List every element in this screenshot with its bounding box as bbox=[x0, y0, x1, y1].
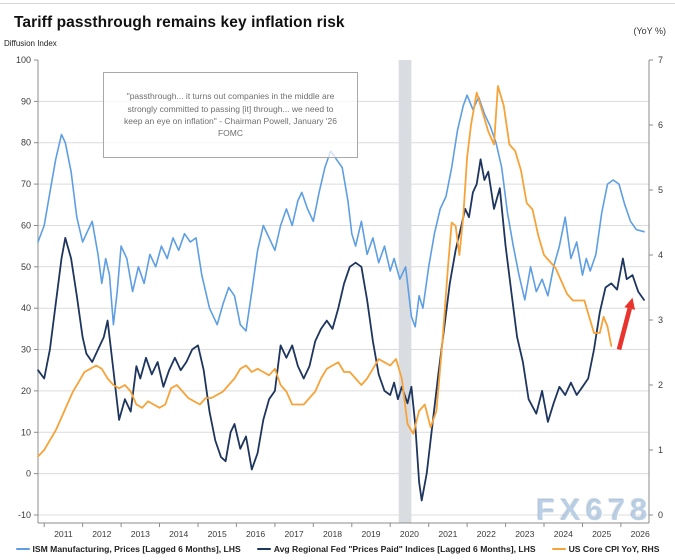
legend-label: Avg Regional Fed "Prices Paid" Indices [… bbox=[273, 544, 536, 554]
legend-label: ISM Manufacturing, Prices [Lagged 6 Mont… bbox=[32, 544, 241, 554]
svg-text:2023: 2023 bbox=[515, 529, 534, 539]
recession-band bbox=[398, 60, 412, 523]
legend-item-1: Avg Regional Fed "Prices Paid" Indices [… bbox=[256, 544, 536, 554]
svg-text:100: 100 bbox=[16, 55, 31, 65]
legend-item-0: ISM Manufacturing, Prices [Lagged 6 Mont… bbox=[15, 544, 241, 554]
x-axis-ticks: 2011 2012 2013 2014 2015 2016 2017 2018 2019 2020… bbox=[43, 523, 650, 539]
svg-text:0: 0 bbox=[26, 469, 31, 479]
svg-text:2: 2 bbox=[658, 380, 663, 390]
legend-item-2: US Core CPI YoY, RHS bbox=[551, 544, 660, 554]
legend-line-swatch bbox=[256, 547, 271, 551]
page-top-divider bbox=[0, 3, 675, 4]
svg-text:40: 40 bbox=[21, 303, 31, 313]
svg-text:2025: 2025 bbox=[592, 529, 611, 539]
svg-text:20: 20 bbox=[21, 386, 31, 396]
right-axis-unit-label: (YoY %) bbox=[633, 26, 666, 36]
svg-text:2024: 2024 bbox=[554, 529, 573, 539]
svg-text:2020: 2020 bbox=[400, 529, 419, 539]
svg-text:2014: 2014 bbox=[169, 529, 188, 539]
svg-text:50: 50 bbox=[21, 262, 31, 272]
svg-text:2015: 2015 bbox=[208, 529, 227, 539]
svg-text:2022: 2022 bbox=[477, 529, 496, 539]
svg-text:6: 6 bbox=[658, 120, 663, 130]
svg-text:2026: 2026 bbox=[631, 529, 650, 539]
svg-text:2018: 2018 bbox=[323, 529, 342, 539]
axis-lines bbox=[37, 60, 650, 524]
powell-quote-callout: "passthrough... it turns out companies i… bbox=[103, 72, 358, 158]
red-up-arrow bbox=[616, 297, 635, 351]
series-0 bbox=[37, 94, 645, 332]
chart-title: Tariff passthrough remains key inflation… bbox=[14, 14, 345, 31]
gridlines bbox=[38, 100, 649, 516]
svg-text:80: 80 bbox=[21, 138, 31, 148]
legend-label: US Core CPI YoY, RHS bbox=[568, 544, 660, 554]
fx678-watermark: FX678 bbox=[536, 492, 653, 527]
legend-line-swatch bbox=[15, 547, 30, 551]
svg-text:7: 7 bbox=[658, 55, 663, 65]
svg-text:2017: 2017 bbox=[285, 529, 304, 539]
svg-text:2013: 2013 bbox=[131, 529, 150, 539]
svg-text:30: 30 bbox=[21, 345, 31, 355]
svg-text:3: 3 bbox=[658, 315, 663, 325]
svg-text:2019: 2019 bbox=[361, 529, 380, 539]
svg-text:2016: 2016 bbox=[246, 529, 265, 539]
svg-text:10: 10 bbox=[21, 427, 31, 437]
chart-legend: ISM Manufacturing, Prices [Lagged 6 Mont… bbox=[0, 544, 675, 554]
svg-text:2011: 2011 bbox=[54, 529, 73, 539]
powell-quote-text: "passthrough... it turns out companies i… bbox=[123, 91, 337, 139]
svg-text:2012: 2012 bbox=[92, 529, 111, 539]
svg-text:1: 1 bbox=[658, 445, 663, 455]
right-axis-ticks: 7 6 5 4 3 2 1 0 bbox=[649, 55, 663, 520]
svg-text:4: 4 bbox=[658, 250, 663, 260]
left-axis-title: Diffusion Index bbox=[4, 39, 57, 48]
svg-text:90: 90 bbox=[21, 96, 31, 106]
series-1 bbox=[37, 158, 645, 502]
legend-line-swatch bbox=[551, 547, 566, 551]
series-2 bbox=[37, 85, 613, 458]
svg-text:60: 60 bbox=[21, 221, 31, 231]
svg-text:70: 70 bbox=[21, 179, 31, 189]
svg-text:0: 0 bbox=[658, 510, 663, 520]
svg-text:5: 5 bbox=[658, 185, 663, 195]
svg-text:2021: 2021 bbox=[438, 529, 457, 539]
svg-text:-10: -10 bbox=[18, 510, 31, 520]
